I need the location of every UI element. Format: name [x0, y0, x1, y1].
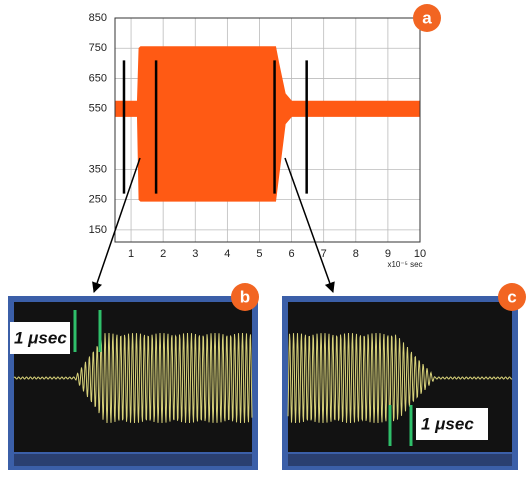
x-tick-label: 10 [414, 248, 426, 260]
badge: a [422, 8, 432, 27]
badge: b [240, 287, 250, 306]
x-tick-label: 2 [160, 248, 166, 260]
figure: 85075065055035025015012345678910 a x10⁻⁵… [0, 0, 526, 478]
y-tick-label: 650 [89, 72, 107, 84]
scope-status [288, 454, 512, 466]
y-tick-label: 550 [89, 103, 107, 115]
scope-status [14, 454, 252, 466]
scale-label: 1 μsec [421, 414, 474, 433]
x-tick-label: 6 [289, 248, 295, 260]
badge: c [507, 287, 516, 306]
scale-label: 1 μsec [14, 328, 67, 347]
x-tick-label: 3 [192, 248, 198, 260]
scope-b: 1 μsec b [8, 283, 259, 470]
y-tick-label: 250 [89, 194, 107, 206]
y-tick-label: 850 [89, 12, 107, 24]
y-tick-label: 750 [89, 42, 107, 54]
x-tick-label: 4 [224, 248, 230, 260]
x-tick-label: 5 [256, 248, 262, 260]
x-tick-label: 8 [353, 248, 359, 260]
x-tick-label: 9 [385, 248, 391, 260]
y-tick-label: 350 [89, 163, 107, 175]
y-tick-label: 150 [89, 224, 107, 236]
x-unit-label: x10⁻⁵ sec [387, 260, 422, 269]
x-tick-label: 1 [128, 248, 134, 260]
scope-c: 1 μsec c [282, 283, 526, 470]
